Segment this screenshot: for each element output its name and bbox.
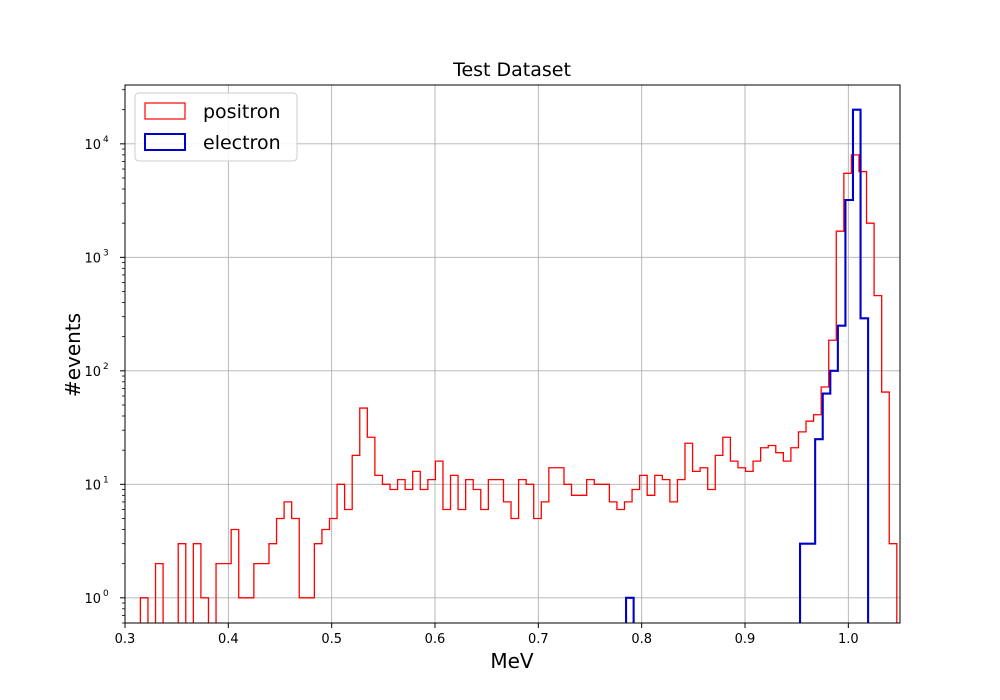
- legend-label-positron: positron: [203, 101, 280, 123]
- chart-title: Test Dataset: [452, 59, 571, 81]
- legend-swatch-positron: [144, 102, 186, 120]
- y-tick-exponent: 3: [103, 248, 109, 258]
- x-axis-label: MeV: [490, 649, 534, 673]
- x-tick-label: 0.8: [631, 632, 652, 647]
- x-ticks: 0.3 0.4 0.5 0.6 0.7 0.8 0.9 1.0: [115, 623, 859, 647]
- axes-frame: [124, 84, 901, 624]
- y-tick-label: 10: [84, 478, 101, 493]
- y-tick-label: 10: [84, 138, 101, 153]
- x-tick-label: 1.0: [838, 632, 859, 647]
- legend: positron electron: [134, 92, 298, 162]
- x-tick-label: 0.9: [735, 632, 756, 647]
- series-layer: [139, 108, 898, 623]
- y-tick-label: 10: [84, 365, 101, 380]
- x-tick-label: 0.7: [528, 632, 549, 647]
- x-tick-label: 0.4: [218, 632, 239, 647]
- y-tick-label: 10: [84, 251, 101, 266]
- y-tick-exponent: 0: [103, 589, 109, 599]
- y-tick-exponent: 1: [103, 475, 109, 485]
- legend-label-electron: electron: [203, 132, 281, 154]
- grid-lines: [124, 85, 900, 623]
- series-electron-histogram: [625, 108, 870, 623]
- y-tick-exponent: 4: [103, 135, 109, 145]
- x-tick-label: 0.3: [115, 632, 136, 647]
- y-tick-exponent: 2: [103, 362, 109, 372]
- legend-box: [134, 92, 298, 162]
- y-tick-label: 10: [84, 592, 101, 607]
- series-positron-histogram: [139, 154, 898, 623]
- legend-swatch-electron: [144, 133, 186, 151]
- x-tick-label: 0.6: [425, 632, 446, 647]
- y-axis-label: #events: [61, 313, 85, 397]
- x-tick-label: 0.5: [321, 632, 342, 647]
